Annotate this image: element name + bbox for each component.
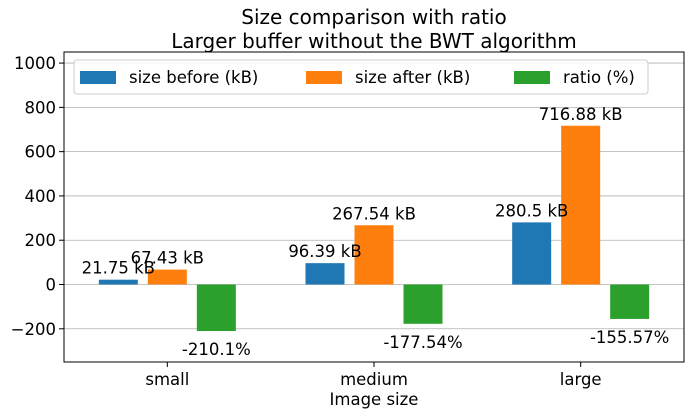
bar [512, 222, 552, 285]
y-axis: −200 0 200 400 600 800 1000 [11, 54, 64, 339]
chart-title-line-2: Larger buffer without the BWT algorithm [171, 29, 577, 53]
legend-label: size before (kB) [129, 68, 258, 87]
legend-label: size after (kB) [355, 68, 470, 87]
y-tick-label: 0 [46, 276, 57, 295]
legend: size before (kB) size after (kB) ratio (%) [73, 59, 649, 95]
chart-title-line-1: Size comparison with ratio [241, 5, 506, 29]
legend-swatch [514, 71, 550, 84]
y-tick-label: −200 [11, 320, 56, 339]
x-tick-label: large [560, 370, 602, 389]
legend-label: ratio (%) [563, 68, 635, 87]
bar [561, 125, 601, 285]
bar [147, 269, 187, 285]
bar [196, 284, 236, 332]
data-label: 96.39 kB [288, 242, 361, 261]
data-label: 67.43 kB [131, 249, 204, 268]
y-tick-label: 800 [25, 98, 57, 117]
bar [98, 279, 138, 285]
y-tick-label: 400 [25, 187, 57, 206]
y-tick-label: 1000 [14, 54, 56, 73]
legend-frame [73, 59, 649, 95]
bar [305, 263, 345, 285]
data-label: -155.57% [590, 328, 669, 347]
data-label: 716.88 kB [539, 105, 623, 124]
data-label: 267.54 kB [332, 204, 416, 223]
data-label: 21.75 kB [82, 259, 155, 278]
y-tick-label: 600 [25, 143, 57, 162]
data-label: 280.5 kB [495, 201, 568, 220]
bar [403, 284, 443, 324]
data-label: -177.54% [383, 333, 462, 352]
legend-swatch [80, 71, 116, 84]
x-axis-title: Image size [330, 390, 419, 409]
data-label: -210.1% [182, 340, 251, 359]
y-tick-label: 200 [25, 231, 57, 250]
x-axis: small medium large [145, 362, 602, 389]
x-tick-label: medium [340, 370, 408, 389]
bar [354, 225, 394, 285]
legend-swatch [306, 71, 342, 84]
bar [610, 284, 650, 319]
x-tick-label: small [145, 370, 189, 389]
bars [98, 125, 650, 332]
